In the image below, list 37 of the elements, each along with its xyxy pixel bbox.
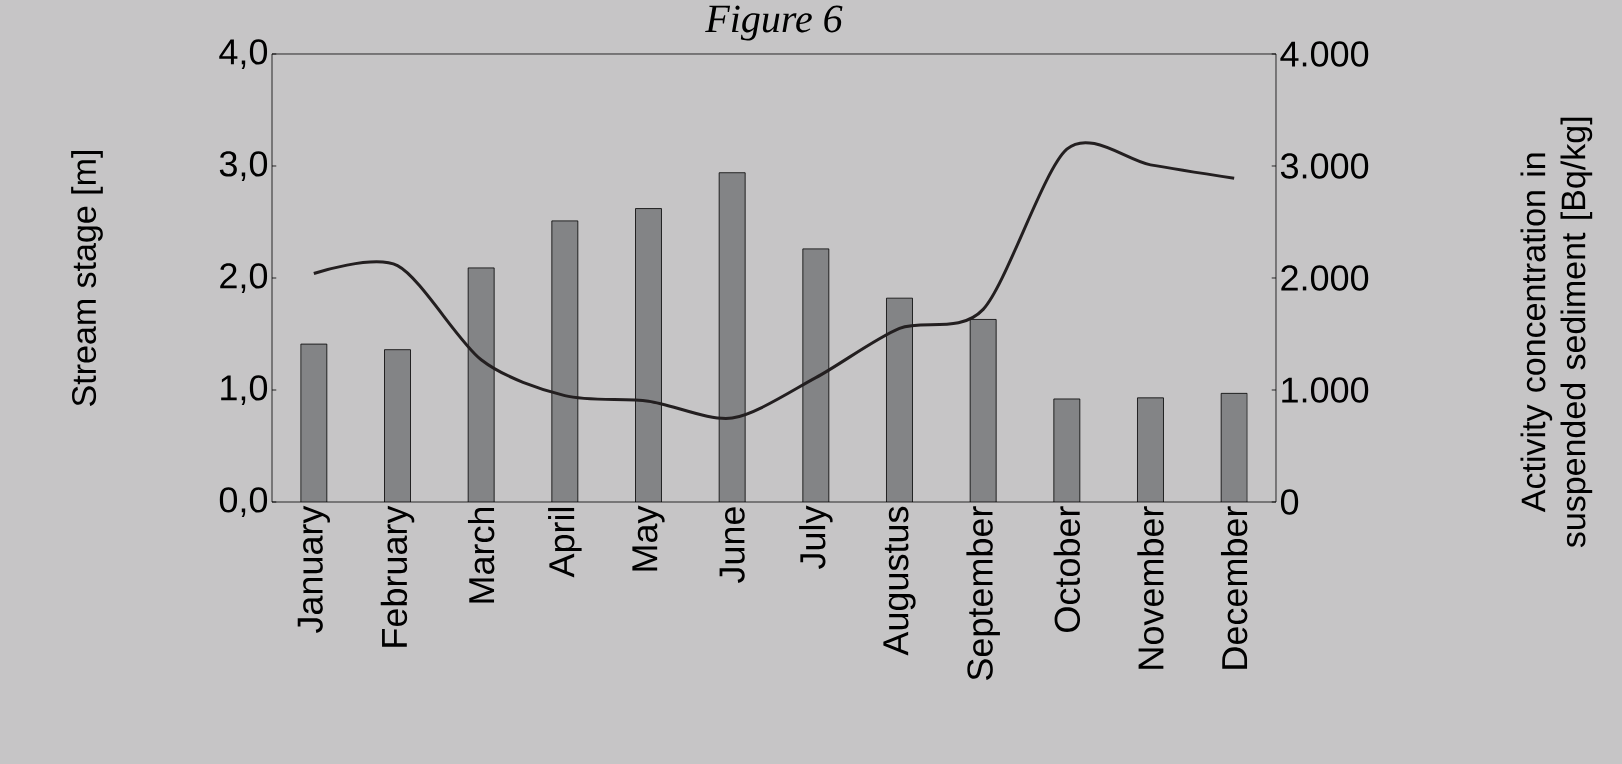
- x-tick-label: July: [799, 505, 833, 569]
- bar: [1220, 392, 1248, 502]
- bar: [635, 208, 662, 502]
- y-axis-title: Stream stage [m]: [71, 151, 103, 406]
- x-tick-label: February: [380, 505, 415, 647]
- x-tick-label: January: [297, 505, 330, 634]
- bar: [719, 172, 746, 502]
- bar: [551, 220, 578, 502]
- bar: [970, 319, 997, 502]
- y-tick-label: 4,0: [219, 39, 268, 69]
- y2-tick-label: 3.000: [1280, 153, 1369, 179]
- x-tick-label: September: [966, 506, 1000, 680]
- bar: [1053, 398, 1080, 502]
- x-tick-label: June: [719, 507, 745, 584]
- x-tick-label: November: [1137, 506, 1164, 669]
- y-tick-label: 3,0: [219, 151, 268, 181]
- y2-tick-label: 1.000: [1282, 377, 1369, 403]
- x-tick-label: December: [1220, 506, 1248, 669]
- y-tick-label: 0,0: [219, 487, 268, 517]
- y2-tick-label: 4.000: [1280, 41, 1369, 67]
- y-tick-label: 1,0: [221, 375, 268, 405]
- x-tick-label: May: [632, 505, 665, 571]
- x-tick-label: March: [467, 507, 495, 603]
- bar: [468, 267, 495, 502]
- y2-axis-title: Activity concentration in suspended sediment [Bq/kg]: [1520, 117, 1593, 548]
- bar: [300, 344, 327, 502]
- bar: [1137, 397, 1164, 502]
- x-tick-label: October: [1053, 506, 1081, 632]
- bar: [802, 248, 829, 502]
- y2-tick-label: 0: [1280, 489, 1299, 515]
- y2-tick-label: 2.000: [1281, 265, 1369, 291]
- x-tick-label: April: [548, 507, 582, 578]
- bar: [886, 298, 913, 502]
- bar: [384, 349, 411, 502]
- y-tick-label: 2,0: [220, 263, 268, 293]
- chart-title: Figure 6: [705, 5, 843, 41]
- x-tick-label: Augustus: [883, 506, 916, 656]
